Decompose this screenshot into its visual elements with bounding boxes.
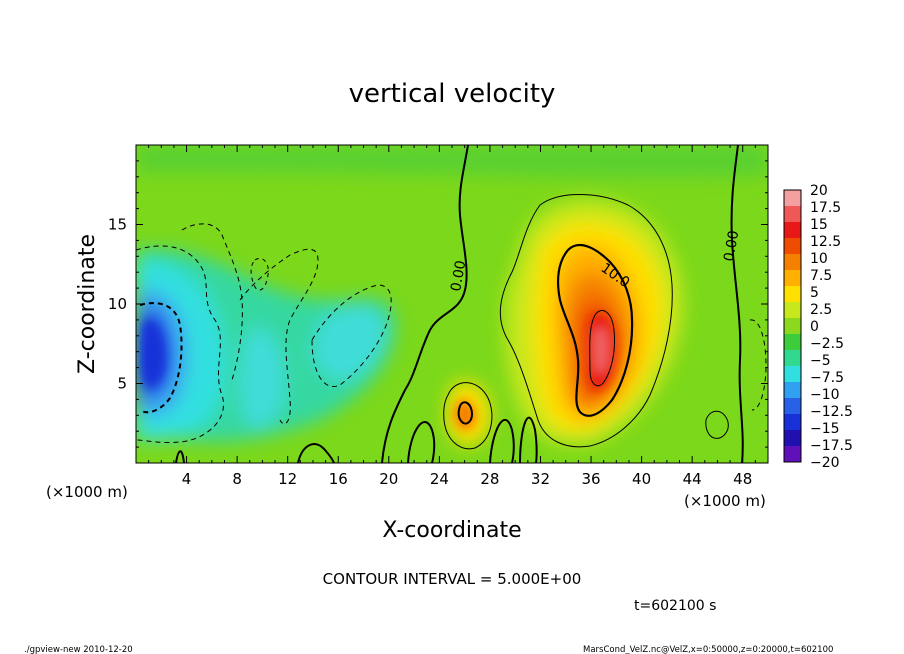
colorbar-label: −15 <box>810 421 840 437</box>
colorbar-swatch <box>784 190 801 207</box>
colorbar-swatch <box>784 446 801 463</box>
colorbar: 2017.51512.5107.552.50−2.5−5−7.5−10−12.5… <box>783 183 853 471</box>
x-tick-label: 12 <box>278 470 297 488</box>
x-axis-label: X-coordinate <box>382 518 521 543</box>
x-tick-label: 40 <box>632 470 651 488</box>
colorbar-swatch <box>784 270 801 287</box>
contour-label: 0.00 <box>721 229 742 262</box>
x-tick-label: 4 <box>182 470 192 488</box>
contour-label: 0.00 <box>448 259 469 292</box>
colorbar-label: −20 <box>810 455 840 471</box>
colorbar-swatch <box>784 430 801 447</box>
contours <box>136 145 767 463</box>
colorbar-label: 2.5 <box>810 302 832 318</box>
colorbar-swatch <box>784 350 801 367</box>
time-text: t=602100 s <box>634 598 716 614</box>
colorbar-label: 7.5 <box>810 268 832 284</box>
x-axis-unit-right: (×1000 m) <box>684 492 766 510</box>
x-tick-label: 32 <box>531 470 550 488</box>
colorbar-swatch <box>784 398 801 415</box>
colorbar-label: 15 <box>810 217 828 233</box>
x-tick-label: 44 <box>683 470 702 488</box>
x-tick-label: 36 <box>581 470 600 488</box>
plot-area <box>136 145 768 463</box>
colorbar-label: 0 <box>810 319 819 335</box>
x-tick-label: 48 <box>733 470 752 488</box>
x-axis: 4 8 12 16 20 24 28 32 36 40 44 48 <box>148 145 756 488</box>
colorbar-frame <box>783 189 802 463</box>
footer-left: ./gpview-new 2010-12-20 <box>24 645 133 654</box>
colorbar-swatch <box>784 414 801 431</box>
colorbar-label: −2.5 <box>810 336 844 352</box>
colorbar-swatch <box>784 382 801 399</box>
colorbar-label: −10 <box>810 387 840 403</box>
y-tick-label: 10 <box>108 295 127 313</box>
y-tick-label: 5 <box>117 375 127 393</box>
colorbar-swatch <box>784 254 801 271</box>
colorbar-label: −7.5 <box>810 370 844 386</box>
colorbar-label: −12.5 <box>810 404 853 420</box>
x-tick-label: 8 <box>232 470 242 488</box>
colorbar-swatch <box>784 206 801 223</box>
colorbar-swatch <box>784 222 801 239</box>
colorbar-swatch <box>784 318 801 335</box>
colorbar-swatch <box>784 238 801 255</box>
y-axis-label: Z-coordinate <box>75 234 100 374</box>
y-axis: 5 10 15 <box>108 160 768 448</box>
colorbar-label: 12.5 <box>810 234 841 250</box>
y-tick-label: 15 <box>108 216 127 234</box>
footer-right: MarsCond_VelZ.nc@VelZ,x=0:50000,z=0:2000… <box>583 645 833 654</box>
colorbar-label: 17.5 <box>810 200 841 216</box>
colorbar-label: 20 <box>810 183 828 199</box>
contour-interval-text: CONTOUR INTERVAL = 5.000E+00 <box>323 570 582 588</box>
x-tick-label: 20 <box>379 470 398 488</box>
colorbar-swatch <box>784 286 801 303</box>
colorbar-label: −5 <box>810 353 831 369</box>
colorbar-label: 5 <box>810 285 819 301</box>
colorbar-swatch <box>784 334 801 351</box>
colorbar-swatch <box>784 366 801 383</box>
colorbar-swatch <box>784 302 801 319</box>
colorbar-label: −17.5 <box>810 438 853 454</box>
colorbar-label: 10 <box>810 251 828 267</box>
chart-title: vertical velocity <box>349 79 556 109</box>
x-axis-unit-left: (×1000 m) <box>46 483 128 501</box>
x-tick-label: 16 <box>329 470 348 488</box>
x-tick-label: 24 <box>430 470 449 488</box>
x-tick-label: 28 <box>480 470 499 488</box>
